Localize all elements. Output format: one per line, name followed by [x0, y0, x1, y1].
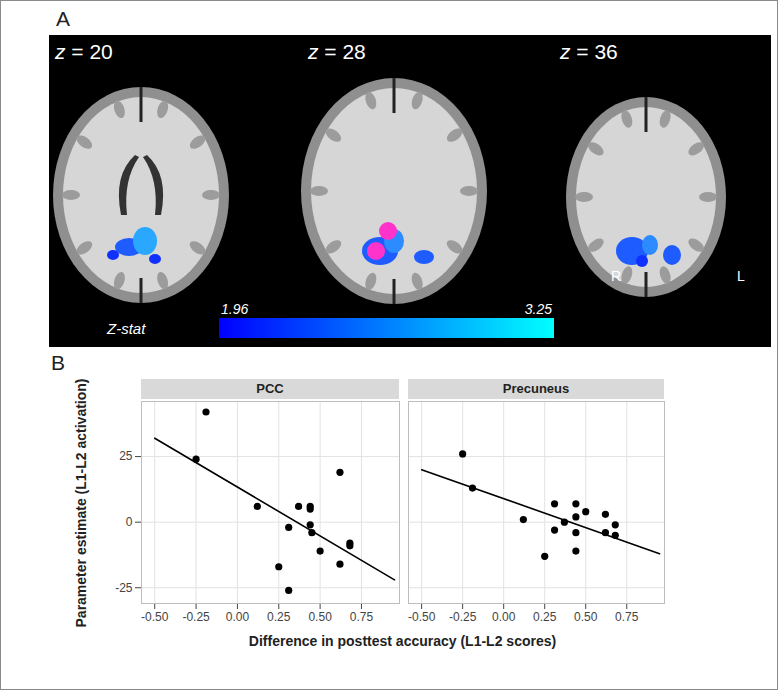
- svg-text:-25: -25: [115, 581, 133, 595]
- svg-text:L: L: [737, 268, 745, 284]
- svg-text:0.00: 0.00: [226, 610, 250, 624]
- svg-text:z = 28: z = 28: [307, 40, 366, 63]
- svg-text:0.50: 0.50: [308, 610, 332, 624]
- html-text:A: A: [56, 7, 70, 30]
- svg-text:1.96: 1.96: [221, 301, 248, 317]
- svg-text:0.25: 0.25: [533, 610, 557, 624]
- svg-text:25: 25: [119, 449, 133, 463]
- html-text:Difference in posttest accurac: Difference in posttest accuracy (L1-L2 s…: [248, 633, 557, 649]
- svg-text:R: R: [611, 268, 621, 284]
- html-text:B: B: [51, 351, 65, 374]
- svg-text:-0.50: -0.50: [141, 610, 169, 624]
- svg-text:3.25: 3.25: [525, 301, 552, 317]
- svg-text:z = 36: z = 36: [559, 40, 618, 63]
- svg-text:-0.25: -0.25: [449, 610, 477, 624]
- svg-text:0.75: 0.75: [350, 610, 374, 624]
- svg-text:0.75: 0.75: [615, 610, 639, 624]
- svg-text:0.00: 0.00: [492, 610, 516, 624]
- svg-text:-0.50: -0.50: [408, 610, 436, 624]
- html-text:PCC: PCC: [256, 381, 284, 396]
- svg-text:0.50: 0.50: [574, 610, 598, 624]
- svg-text:0.25: 0.25: [267, 610, 291, 624]
- svg-text:Z-stat: Z-stat: [106, 320, 146, 337]
- svg-text:0: 0: [126, 515, 133, 529]
- html-text:Precuneus: Precuneus: [502, 381, 570, 396]
- svg-text:-0.25: -0.25: [182, 610, 210, 624]
- svg-text:z = 20: z = 20: [54, 40, 113, 63]
- html-text:Parameter estimate (L1-L2 acti: Parameter estimate (L1-L2 activation): [73, 378, 89, 628]
